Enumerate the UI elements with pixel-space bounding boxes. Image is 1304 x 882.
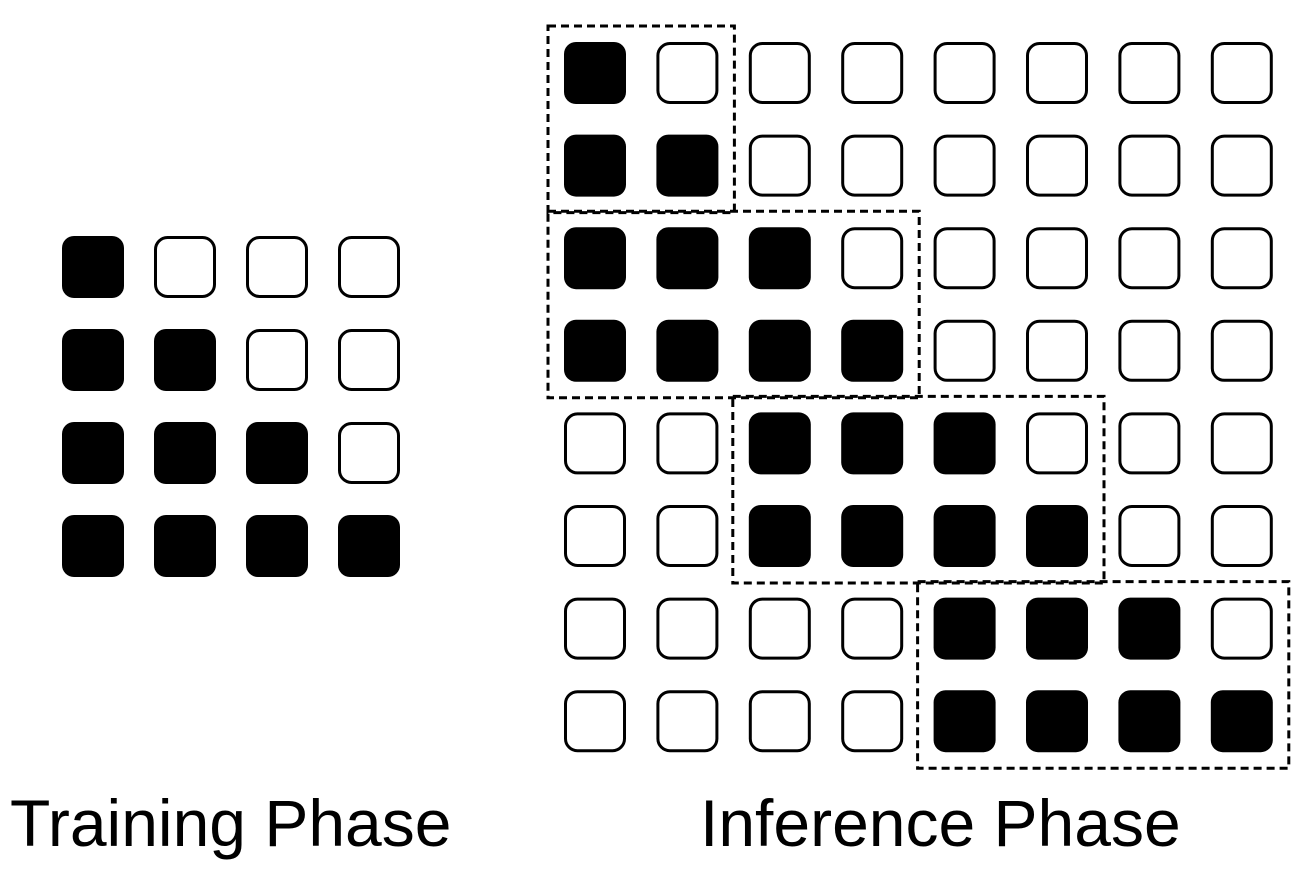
inference-cell-filled xyxy=(564,227,626,290)
inference-cell-empty xyxy=(841,42,904,104)
inference-mask-grid xyxy=(564,42,1273,753)
inference-cell-empty xyxy=(1026,412,1088,475)
inference-cell-empty xyxy=(656,412,719,475)
inference-cell-empty xyxy=(1118,42,1181,104)
training-cell-filled xyxy=(154,329,216,391)
inference-cell-empty xyxy=(841,690,904,753)
inference-cell-empty xyxy=(748,597,811,660)
inference-window-box-4 xyxy=(916,580,1291,770)
inference-cell-empty xyxy=(1026,42,1088,104)
training-cell-empty xyxy=(246,236,308,298)
inference-cell-empty xyxy=(1210,597,1273,660)
inference-cell-filled xyxy=(564,319,626,382)
inference-cell-empty xyxy=(1210,42,1273,104)
inference-cell-empty xyxy=(933,319,996,382)
training-cell-filled xyxy=(154,422,216,484)
inference-window-boxes xyxy=(546,24,1291,770)
inference-cell-empty xyxy=(1118,227,1181,290)
training-phase-caption: Training Phase xyxy=(10,786,452,860)
inference-cell-empty xyxy=(1210,227,1273,290)
inference-cell-empty xyxy=(748,690,811,753)
inference-cell-empty xyxy=(564,412,626,475)
training-mask-grid xyxy=(62,236,400,577)
inference-cell-filled xyxy=(564,134,626,197)
inference-cell-filled xyxy=(1118,597,1181,660)
training-cell-filled xyxy=(62,329,124,391)
inference-cell-empty xyxy=(933,42,996,104)
inference-cell-empty xyxy=(564,505,626,567)
training-cell-filled xyxy=(338,515,400,577)
inference-cell-empty xyxy=(1210,319,1273,382)
inference-cell-empty xyxy=(656,690,719,753)
training-cell-filled xyxy=(246,515,308,577)
inference-cell-empty xyxy=(1026,319,1088,382)
inference-cell-empty xyxy=(1210,505,1273,567)
inference-cell-filled xyxy=(656,134,719,197)
inference-cell-filled xyxy=(933,690,996,753)
inference-phase-caption: Inference Phase xyxy=(700,786,1181,860)
inference-cell-filled xyxy=(1026,505,1088,567)
training-cell-filled xyxy=(246,422,308,484)
inference-cell-filled xyxy=(564,42,626,104)
inference-cell-filled xyxy=(656,227,719,290)
training-cell-filled xyxy=(62,515,124,577)
inference-cell-empty xyxy=(656,42,719,104)
training-cell-empty xyxy=(338,329,400,391)
inference-cell-empty xyxy=(1118,134,1181,197)
inference-cell-filled xyxy=(841,505,904,567)
inference-cell-filled xyxy=(1210,690,1273,753)
inference-cell-empty xyxy=(1118,412,1181,475)
inference-cell-filled xyxy=(933,505,996,567)
inference-cell-empty xyxy=(1118,319,1181,382)
inference-cell-filled xyxy=(841,319,904,382)
inference-cell-filled xyxy=(748,227,811,290)
inference-cell-empty xyxy=(933,227,996,290)
inference-cell-filled xyxy=(1118,690,1181,753)
inference-cell-empty xyxy=(933,134,996,197)
inference-cell-filled xyxy=(841,412,904,475)
training-cell-filled xyxy=(154,515,216,577)
inference-cell-filled xyxy=(656,319,719,382)
inference-cell-empty xyxy=(841,134,904,197)
inference-cell-empty xyxy=(1118,505,1181,567)
inference-cell-empty xyxy=(1026,134,1088,197)
inference-cell-empty xyxy=(1210,134,1273,197)
training-cell-empty xyxy=(338,422,400,484)
training-cell-filled xyxy=(62,236,124,298)
inference-cell-empty xyxy=(841,597,904,660)
inference-cell-empty xyxy=(656,505,719,567)
inference-cell-empty xyxy=(1210,412,1273,475)
inference-cell-empty xyxy=(841,227,904,290)
inference-cell-empty xyxy=(748,134,811,197)
training-cell-empty xyxy=(338,236,400,298)
inference-cell-filled xyxy=(933,412,996,475)
inference-cell-empty xyxy=(564,690,626,753)
inference-window-box-1 xyxy=(546,24,736,215)
inference-cell-empty xyxy=(564,597,626,660)
inference-cell-filled xyxy=(748,505,811,567)
training-cell-filled xyxy=(62,422,124,484)
inference-cell-filled xyxy=(933,597,996,660)
training-cell-empty xyxy=(154,236,216,298)
inference-cell-empty xyxy=(748,42,811,104)
inference-cell-filled xyxy=(748,412,811,475)
inference-cell-empty xyxy=(1026,227,1088,290)
inference-cell-empty xyxy=(656,597,719,660)
inference-cell-filled xyxy=(1026,690,1088,753)
inference-cell-filled xyxy=(748,319,811,382)
inference-cell-filled xyxy=(1026,597,1088,660)
training-cell-empty xyxy=(246,329,308,391)
